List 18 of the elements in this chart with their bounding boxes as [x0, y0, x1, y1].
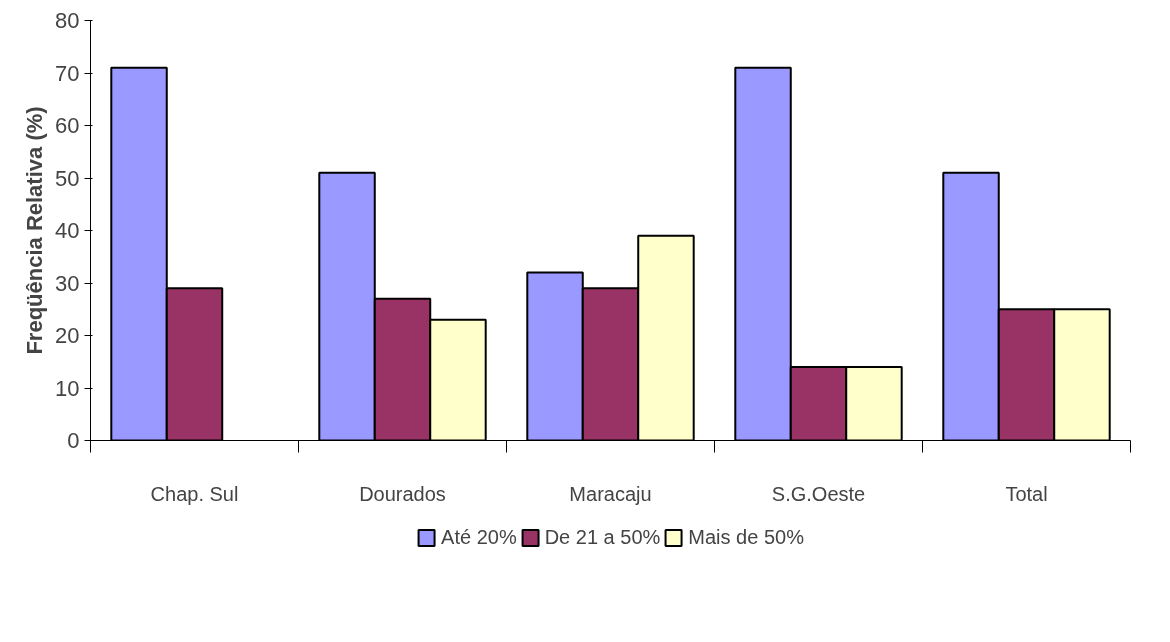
legend-label: De 21 a 50%	[544, 525, 661, 549]
x-tick-label: Chap. Sul	[150, 482, 239, 505]
legend-label: Até 20%	[441, 525, 517, 549]
y-tick-label: 70	[55, 60, 80, 86]
y-tick-label: 10	[55, 375, 80, 401]
y-tick-label: 40	[55, 218, 80, 243]
y-tick-label: 20	[55, 323, 80, 348]
y-tick-label: 50	[55, 165, 80, 191]
y-tick-label: 60	[55, 113, 80, 138]
y-axis-title: Freqüência Relativa (%)	[22, 106, 48, 355]
x-tick-label: S.G.Oeste	[771, 482, 866, 505]
x-tick-label: Dourados	[359, 482, 446, 505]
y-tick-label: 0	[67, 428, 80, 453]
x-tick-label: Total	[1005, 482, 1048, 505]
y-tick-label: 80	[55, 8, 80, 33]
y-tick-label: 30	[55, 270, 80, 296]
legend-label: Mais de 50%	[688, 525, 804, 549]
x-tick-label: Maracaju	[569, 482, 652, 505]
